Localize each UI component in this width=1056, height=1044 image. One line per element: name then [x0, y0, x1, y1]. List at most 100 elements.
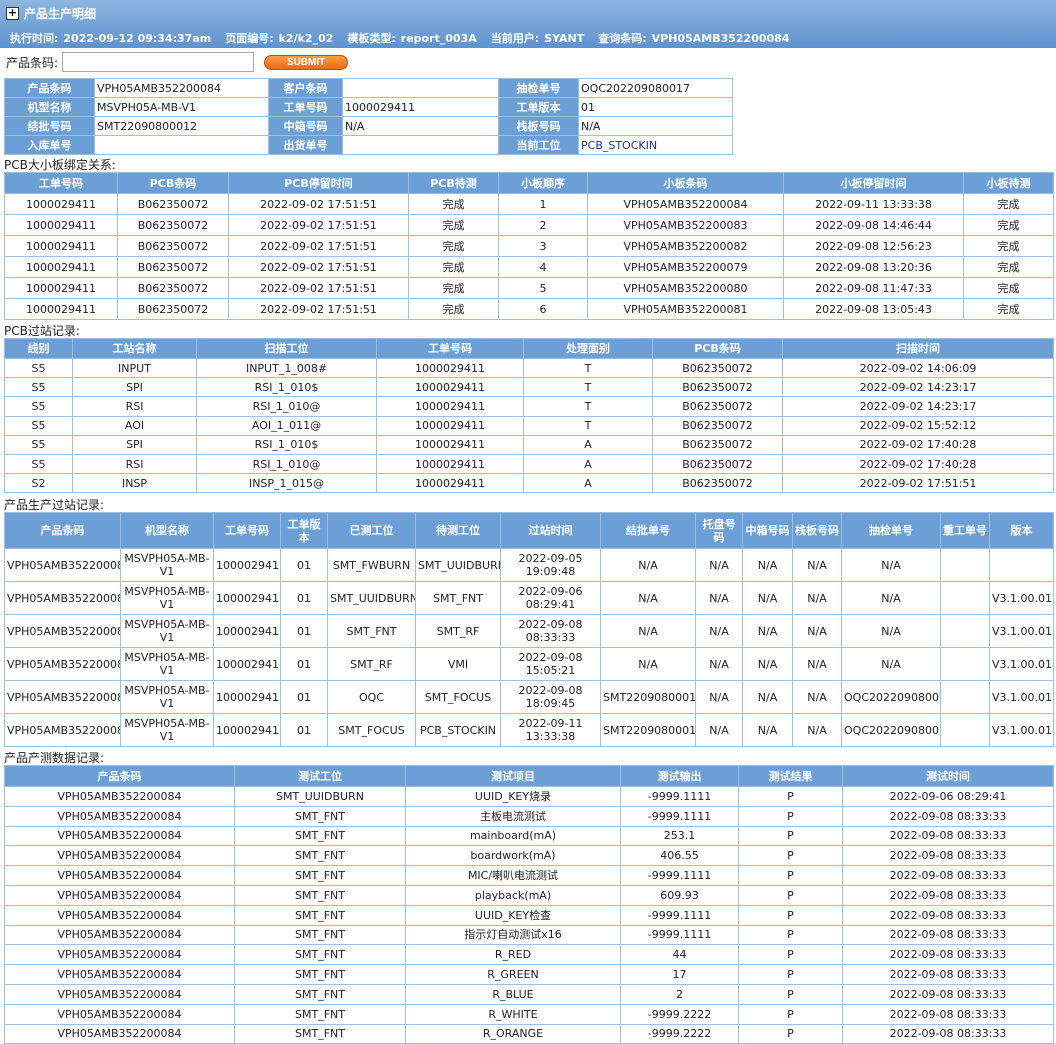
table-cell: 2022-09-08 08:33:33 — [842, 805, 1054, 827]
table-cell: 2022-09-08 08:33:33 — [842, 924, 1054, 946]
table-cell: P — [738, 1003, 843, 1025]
table-cell: B062350072 — [117, 298, 229, 320]
table-cell: 1000029411 — [4, 298, 118, 320]
table-cell: RSI_1_010$ — [196, 377, 377, 398]
table-row: 1000029411 B062350072 2022-09-02 17:51:51 完… — [4, 277, 1054, 299]
table-cell: 2022-09-08 13:20:36 — [783, 256, 964, 278]
table-cell: N/A — [695, 548, 743, 582]
table-cell: 2022-09-06 08:29:41 — [842, 786, 1054, 807]
table-cell: SMT_FNT — [234, 964, 406, 985]
table-cell: SPI — [72, 434, 197, 455]
info-value: OQC202209080017 — [578, 78, 733, 98]
table-cell: 完成 — [963, 277, 1054, 299]
table-cell: 17 — [620, 964, 739, 985]
table-cell: 1000029411 — [213, 713, 281, 747]
info-label: 当前用户: — [490, 32, 540, 45]
table-row: VPH05AMB352200084 SMT_FNT MIC/喇叭电流测试 -9999.… — [4, 865, 1054, 886]
table-row: VPH05AMB352200084 SMT_FNT R_RED 44 P 2022-09-… — [4, 944, 1054, 966]
header-row: 线别 工站名称 扫描工位 工单号码 处理面别 PCB条码 扫描时间 — [4, 338, 1054, 359]
expand-icon[interactable]: + — [6, 6, 19, 20]
table-cell: 2022-09-02 17:51:51 — [228, 298, 409, 320]
info-label: 中箱号码 — [268, 116, 343, 136]
table-cell: B062350072 — [652, 434, 783, 455]
table-cell: 2022-09-11 13:33:38 — [783, 193, 964, 215]
table-cell: -9999.1111 — [620, 924, 739, 946]
table-cell: UUID_KEY检查 — [405, 904, 621, 926]
header: + 产品生产明细 执行时间: 2022-09-12 09:34:37am 页面编号: k… — [0, 0, 1056, 48]
column-header: 工单号码 — [213, 512, 281, 549]
table-cell: N/A — [792, 548, 842, 582]
table-cell: A — [523, 473, 653, 494]
barcode-input[interactable] — [62, 52, 255, 72]
table-row: VPH05AMB352200084 SMT_FNT R_WHITE -9999.222… — [4, 1003, 1054, 1025]
submit-button[interactable]: SUBMIT — [264, 54, 349, 70]
table-cell: N/A — [841, 581, 941, 615]
table-cell: INSP_1_015@ — [196, 473, 377, 494]
table-cell: SMT_FNT — [234, 845, 406, 867]
table-cell: B062350072 — [652, 396, 783, 417]
table-cell: 2022-09-08 08:33:33 — [842, 845, 1054, 867]
info-value: SMT22090800012 — [94, 116, 269, 136]
info-value: SYANT — [544, 32, 585, 45]
table-cell: SMT_FWBURN — [327, 548, 416, 582]
table-cell: P — [738, 944, 843, 966]
table-cell: INSP — [72, 473, 197, 494]
table-cell: 1000029411 — [376, 473, 524, 494]
table-row: VPH05AMB352200084 SMT_FNT playback(mA) 609.… — [4, 884, 1054, 906]
table-cell: 1000029411 — [376, 453, 524, 475]
table-cell: OQC202209080017 — [841, 713, 941, 747]
table-cell: playback(mA) — [405, 884, 621, 906]
table-cell: N/A — [600, 614, 696, 648]
column-header: PCB待测 — [408, 172, 499, 194]
table-cell: 完成 — [408, 214, 499, 236]
section-title: 产品产测数据记录: — [4, 751, 105, 765]
info-value — [342, 135, 499, 155]
page-title: 产品生产明细 — [24, 7, 97, 21]
column-header: 小板条码 — [587, 172, 784, 194]
column-header: PCB停留时间 — [228, 172, 409, 194]
info-value — [342, 78, 499, 98]
table-cell: 2022-09-02 17:51:51 — [228, 235, 409, 257]
info-label: 工单号码 — [268, 97, 343, 117]
info-row: 入库单号 出货单号 当前工位 PCB_STOCKIN — [4, 135, 733, 155]
table-cell: SMT_FNT — [234, 865, 406, 886]
column-header: 工单版本 — [280, 512, 328, 549]
table-cell — [940, 713, 990, 747]
table-row: 1000029411 B062350072 2022-09-02 17:51:51 完… — [4, 235, 1054, 257]
table-cell: 1000029411 — [376, 357, 524, 379]
table-cell: 2022-09-08 08:33:33 — [842, 1023, 1054, 1044]
table-cell: 2022-09-02 15:52:12 — [782, 415, 1054, 436]
section-title: PCB过站记录: — [4, 324, 80, 338]
table-cell: B062350072 — [117, 277, 229, 299]
table-cell: 01 — [280, 548, 328, 582]
column-header: 结批单号 — [600, 512, 696, 549]
table-cell: VPH05AMB352200084 — [4, 964, 235, 985]
table-cell: 406.55 — [620, 845, 739, 867]
table-cell: 完成 — [408, 193, 499, 215]
table-cell: mainboard(mA) — [405, 825, 621, 847]
table-cell: OQC — [327, 680, 416, 714]
column-header: 产品条码 — [4, 765, 235, 787]
table-cell: SPI — [72, 377, 197, 398]
table-cell: MSVPH05A-MB-V1 — [120, 680, 214, 714]
table-cell: T — [523, 377, 653, 398]
table-cell: VPH05AMB352200084 — [4, 1003, 235, 1025]
table-cell: 3 — [498, 235, 588, 257]
table-cell — [940, 647, 990, 681]
table-cell: MSVPH05A-MB-V1 — [120, 713, 214, 747]
table-cell: VPH05AMB352200084 — [4, 1023, 235, 1044]
table-cell: 2 — [620, 983, 739, 1005]
info-label: 客户条码 — [268, 78, 343, 98]
table-cell: S5 — [4, 396, 73, 417]
table-cell: 6 — [498, 298, 588, 320]
table-cell: N/A — [792, 614, 842, 648]
table-cell: 2022-09-02 17:40:28 — [782, 434, 1054, 455]
info-label: 机型名称 — [4, 97, 95, 117]
table-cell: SMT22090800012 — [600, 713, 696, 747]
table-cell: R_BLUE — [405, 983, 621, 1005]
table-cell: SMT_FOCUS — [415, 680, 501, 714]
table-cell: AOI_1_011@ — [196, 415, 377, 436]
table-cell: 2022-09-02 17:51:51 — [228, 214, 409, 236]
info-label: 结批号码 — [4, 116, 95, 136]
info-value: VPH05AMB352200084 — [651, 32, 790, 45]
